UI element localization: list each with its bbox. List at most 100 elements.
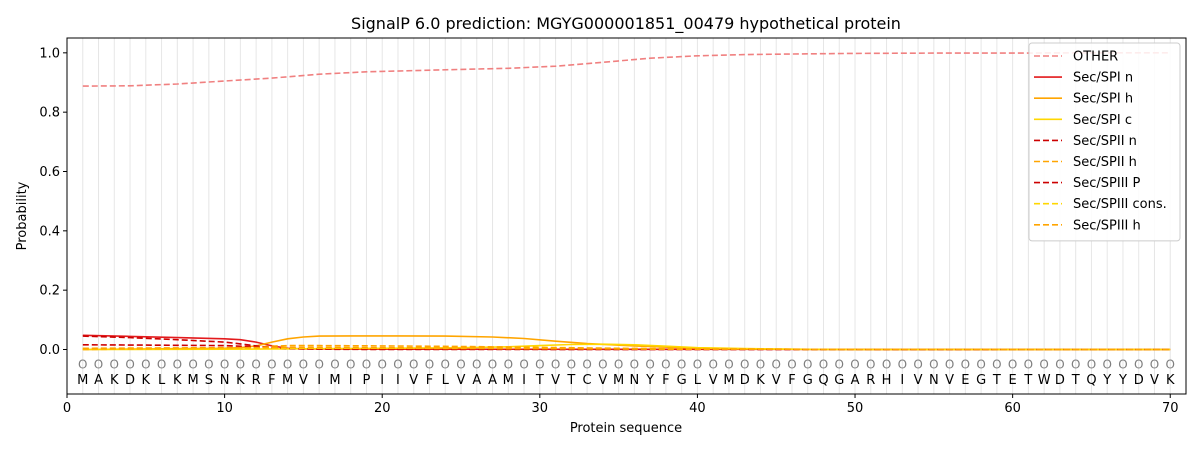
residue-letter: M (503, 373, 514, 388)
x-tick-label: 20 (374, 401, 391, 416)
residue-marker: O (173, 357, 182, 371)
x-tick-label: 10 (216, 401, 233, 416)
residue-letter: I (396, 373, 400, 388)
residue-letter: N (220, 373, 230, 388)
residue-letter: M (282, 373, 293, 388)
residue-marker: O (819, 357, 828, 371)
residue-letter: A (94, 373, 103, 388)
series-line (82, 51, 1171, 87)
residue-marker: O (661, 357, 670, 371)
residue-marker: O (976, 357, 985, 371)
x-tick-label: 50 (847, 401, 864, 416)
residue-letter: P (363, 373, 371, 388)
legend-label: Sec/SPI c (1073, 113, 1132, 128)
residue-marker: O (598, 357, 607, 371)
residue-marker: O (251, 357, 260, 371)
residue-letter: M (77, 373, 88, 388)
residue-marker: O (299, 357, 308, 371)
residue-letter: D (1055, 373, 1065, 388)
residue-letter: K (1166, 373, 1175, 388)
residue-letter: A (851, 373, 860, 388)
axis-layer: 0 10 20 30 40 50 60 70 0.0 0.2 0.4 0.6 0.8 1.0 (39, 46, 1178, 416)
residue-letter: D (125, 373, 135, 388)
residue-letter: V (598, 373, 607, 388)
residue-marker: O (1118, 357, 1127, 371)
residue-marker: O (929, 357, 938, 371)
residue-letter: T (1071, 373, 1080, 388)
legend-label: Sec/SPIII h (1073, 218, 1141, 233)
residue-marker: O (1071, 357, 1080, 371)
residue-marker: O (346, 357, 355, 371)
y-axis-label: Probability (15, 181, 30, 250)
residue-marker: O (314, 357, 323, 371)
residue-marker: O (677, 357, 686, 371)
residue-marker: O (850, 357, 859, 371)
residue-marker: O (693, 357, 702, 371)
residue-marker: O (267, 357, 276, 371)
residue-letter: I (349, 373, 353, 388)
y-tick-label: 0.2 (39, 284, 60, 299)
residue-letter: F (788, 373, 795, 388)
residue-marker: O (204, 357, 213, 371)
residue-letter: M (187, 373, 198, 388)
residue-letter: T (1023, 373, 1032, 388)
residue-letter: D (1134, 373, 1144, 388)
residue-marker: O (645, 357, 654, 371)
residue-letter: E (961, 373, 969, 388)
residue-letter: R (866, 373, 875, 388)
residue-letter: F (662, 373, 669, 388)
residue-letter: T (566, 373, 575, 388)
residue-marker: O (551, 357, 560, 371)
residue-layer: OMOAOKODOKOLOKOMOSONOKOROFOMOVOIOMOIOPOI… (77, 357, 1175, 388)
residue-letter: V (299, 373, 308, 388)
residue-marker: O (472, 357, 481, 371)
residue-letter: Y (1118, 373, 1127, 388)
residue-marker: O (125, 357, 134, 371)
residue-marker: O (220, 357, 229, 371)
residue-marker: O (866, 357, 875, 371)
residue-letter: I (380, 373, 384, 388)
residue-letter: Q (1086, 373, 1096, 388)
residue-marker: O (1087, 357, 1096, 371)
residue-marker: O (283, 357, 292, 371)
residue-marker: O (724, 357, 733, 371)
legend-label: Sec/SPII h (1073, 155, 1137, 170)
legend-label: OTHER (1073, 50, 1118, 65)
residue-marker: O (582, 357, 591, 371)
residue-marker: O (1024, 357, 1033, 371)
residue-letter: V (772, 373, 781, 388)
residue-letter: N (630, 373, 640, 388)
residue-marker: O (535, 357, 544, 371)
residue-letter: L (158, 373, 166, 388)
legend-label: Sec/SPII n (1073, 134, 1137, 149)
residue-marker: O (1039, 357, 1048, 371)
residue-marker: O (488, 357, 497, 371)
residue-marker: O (945, 357, 954, 371)
residue-letter: V (945, 373, 954, 388)
y-tick-label: 0.6 (39, 165, 60, 180)
residue-letter: C (583, 373, 592, 388)
residue-letter: K (142, 373, 151, 388)
residue-marker: O (708, 357, 717, 371)
x-tick-label: 0 (63, 401, 71, 416)
residue-letter: E (1009, 373, 1017, 388)
legend: OTHER Sec/SPI n Sec/SPI h Sec/SPI c Sec/SPII… (1028, 42, 1181, 242)
series-layer (82, 51, 1171, 351)
x-axis-label: Protein sequence (570, 421, 682, 436)
residue-marker: O (803, 357, 812, 371)
residue-marker: O (1166, 357, 1175, 371)
residue-letter: F (426, 373, 433, 388)
residue-marker: O (504, 357, 513, 371)
y-tick-label: 0.4 (39, 224, 60, 239)
plot-frame (66, 37, 1187, 395)
residue-marker: O (898, 357, 907, 371)
residue-letter: I (900, 373, 904, 388)
residue-marker: O (236, 357, 245, 371)
residue-letter: Y (645, 373, 654, 388)
residue-letter: F (268, 373, 275, 388)
residue-letter: W (1038, 373, 1051, 388)
residue-letter: D (740, 373, 750, 388)
y-tick-label: 1.0 (39, 46, 60, 61)
residue-marker: O (787, 357, 796, 371)
